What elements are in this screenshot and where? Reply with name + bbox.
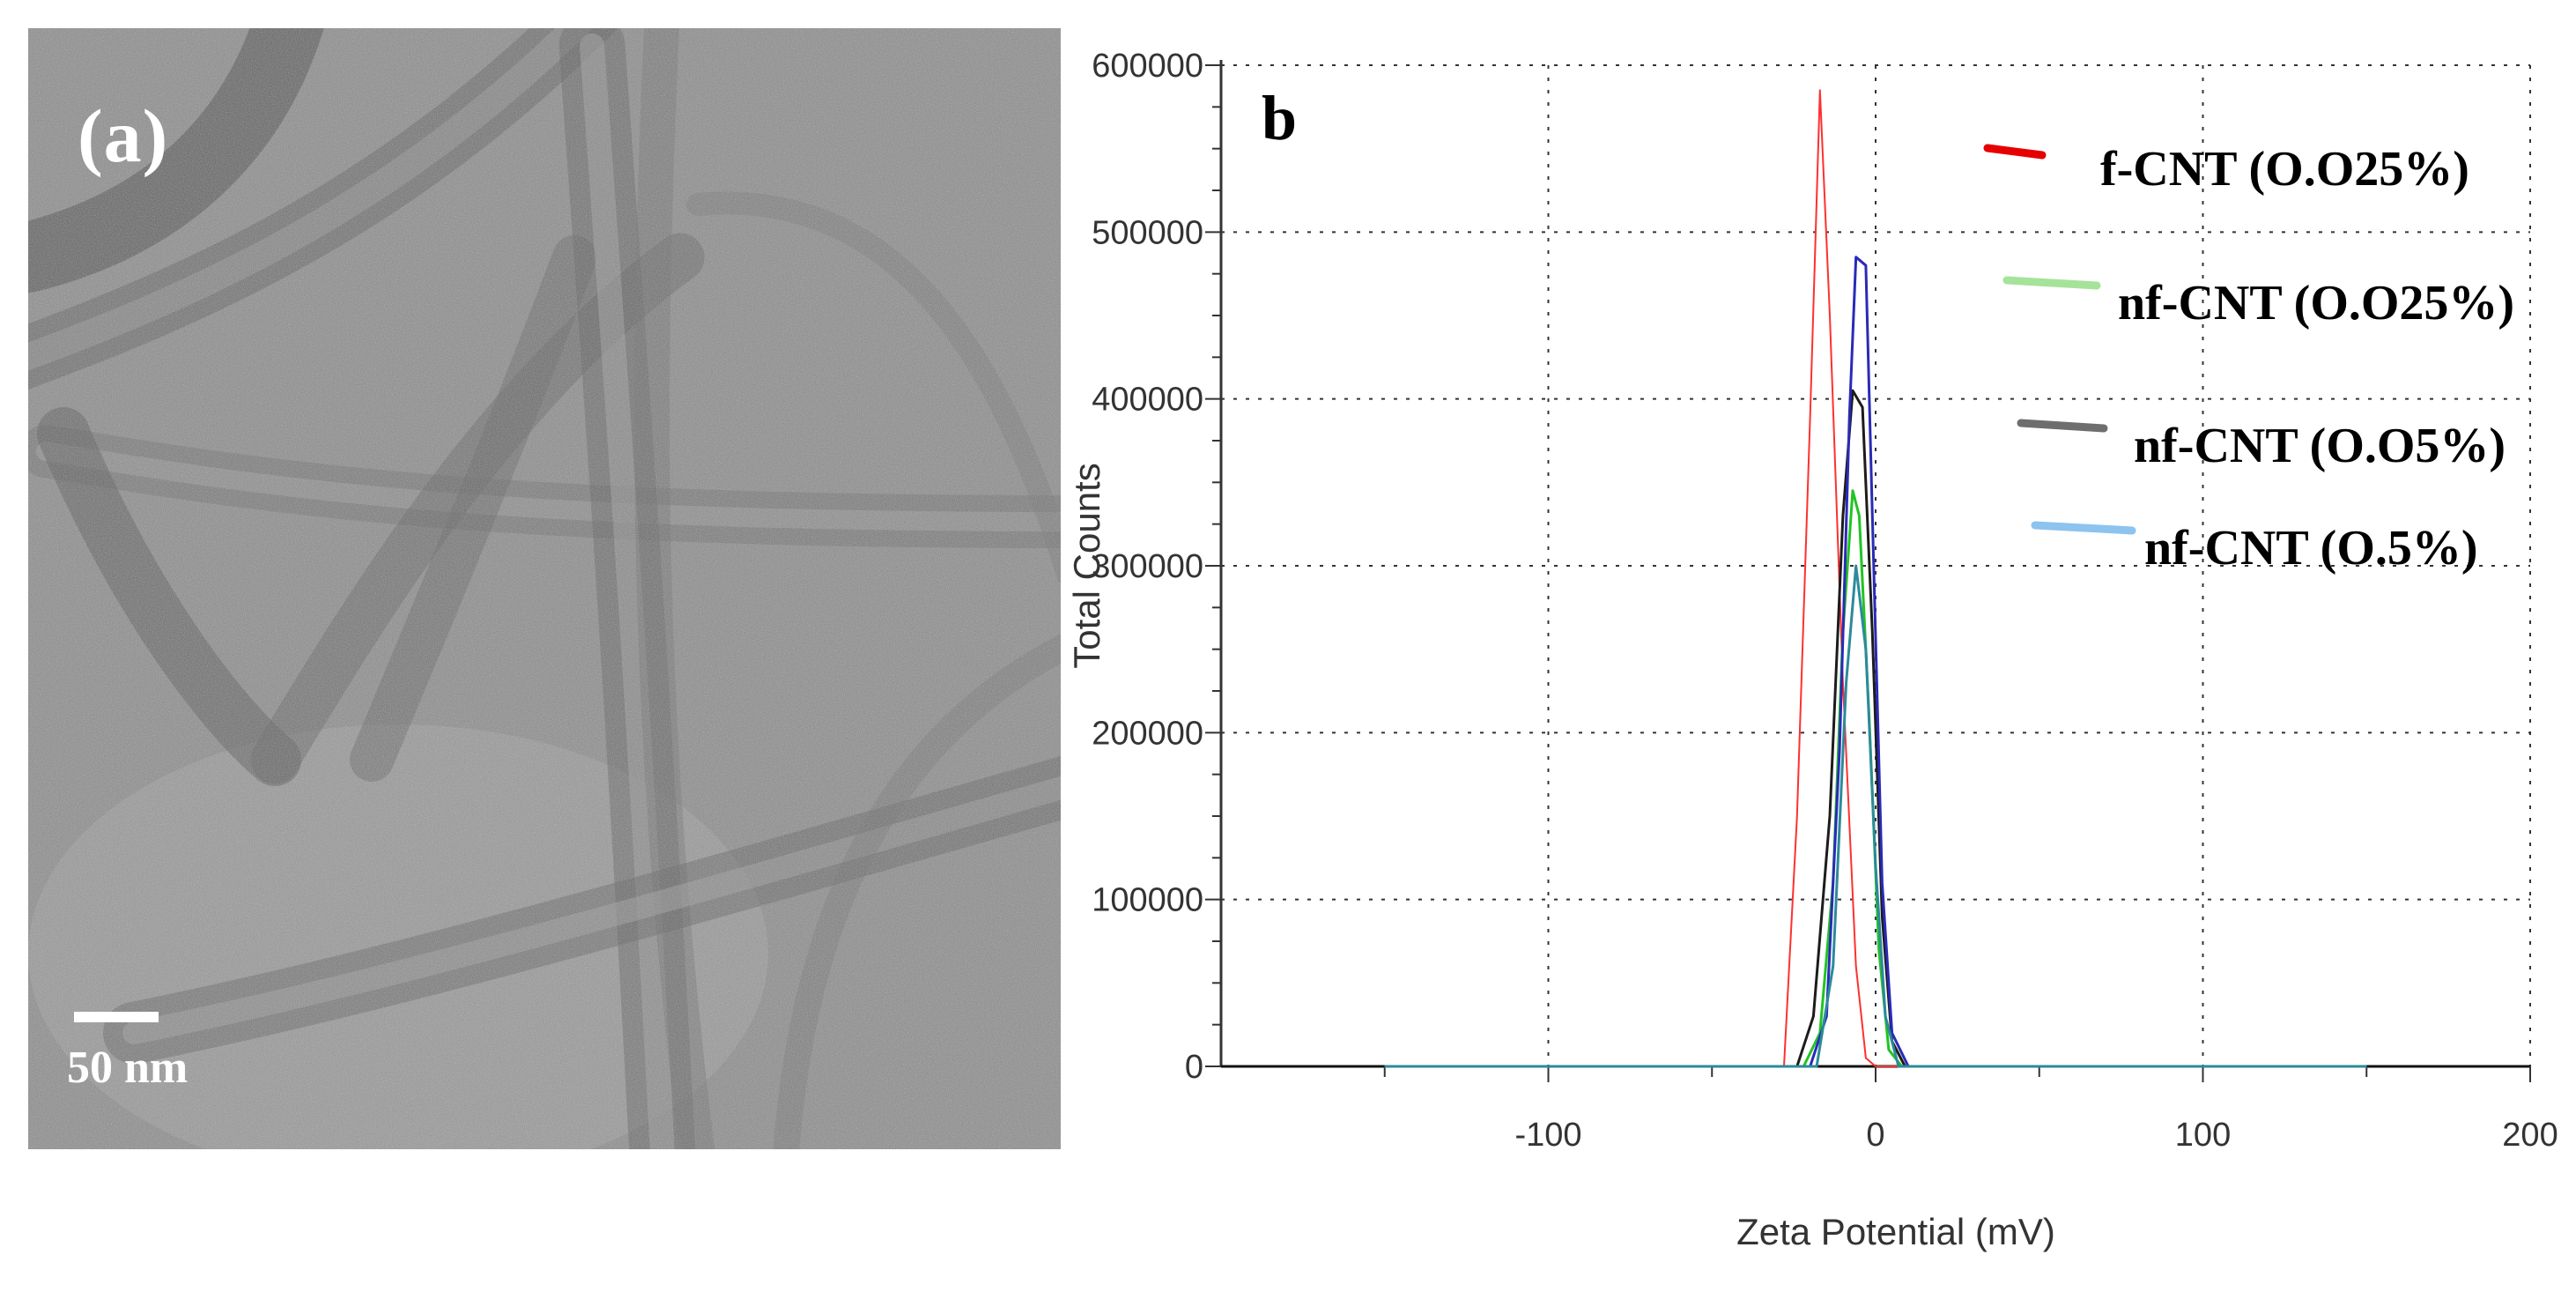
y-tick-label: 600000 <box>1092 48 1203 85</box>
legend-label-1: f-CNT (O.O25%) <box>2100 142 2469 197</box>
x-tick-label: 200 <box>2502 1117 2557 1154</box>
x-tick-label: 0 <box>1866 1117 1884 1154</box>
y-tick-label: 0 <box>1185 1049 1203 1086</box>
series-line-2 <box>1384 489 2367 1068</box>
tem-image <box>28 28 1061 1149</box>
series-layer <box>1384 89 2367 1068</box>
series-line-3 <box>1384 389 2367 1068</box>
scale-bar <box>74 1012 159 1022</box>
legend-swatch-1 <box>1983 144 2047 160</box>
legend-label-2: nf-CNT (O.O25%) <box>2118 276 2514 330</box>
y-tick-label: 100000 <box>1092 882 1203 919</box>
x-axis-title: Zeta Potential (mV) <box>1736 1211 2055 1252</box>
zeta-potential-chart: 0 100000 200000 300000 400000 500000 600000 -10… <box>1064 0 2576 1292</box>
x-tick-label: 100 <box>2175 1117 2231 1154</box>
panel-b-label: b <box>1262 83 1297 153</box>
panel-a-label: (a) <box>78 93 169 178</box>
legend-label-4: nf-CNT (O.5%) <box>2144 521 2478 575</box>
legend: f-CNT (O.O25%) nf-CNT (O.O25%) nf-CNT (O.O… <box>1983 142 2514 575</box>
x-tick-label: -100 <box>1514 1117 1581 1154</box>
legend-swatch-4 <box>2031 521 2136 535</box>
y-tick-label: 200000 <box>1092 715 1203 752</box>
tem-micrograph: (a) 50 nm <box>28 28 1061 1149</box>
y-axis-title: Total Counts <box>1066 463 1107 668</box>
legend-label-3: nf-CNT (O.O5%) <box>2134 419 2506 473</box>
y-tick-label: 500000 <box>1092 214 1203 251</box>
series-line-4 <box>1384 256 2367 1068</box>
legend-swatch-2 <box>2002 276 2101 290</box>
scale-bar-label: 50 nm <box>67 1043 189 1093</box>
series-line-5 <box>1384 564 2367 1068</box>
chart-canvas: 0 100000 200000 300000 400000 500000 600000 -10… <box>1066 48 2558 1252</box>
legend-swatch-3 <box>2017 419 2108 433</box>
y-tick-label: 300000 <box>1092 548 1203 585</box>
y-tick-label: 400000 <box>1092 382 1203 419</box>
